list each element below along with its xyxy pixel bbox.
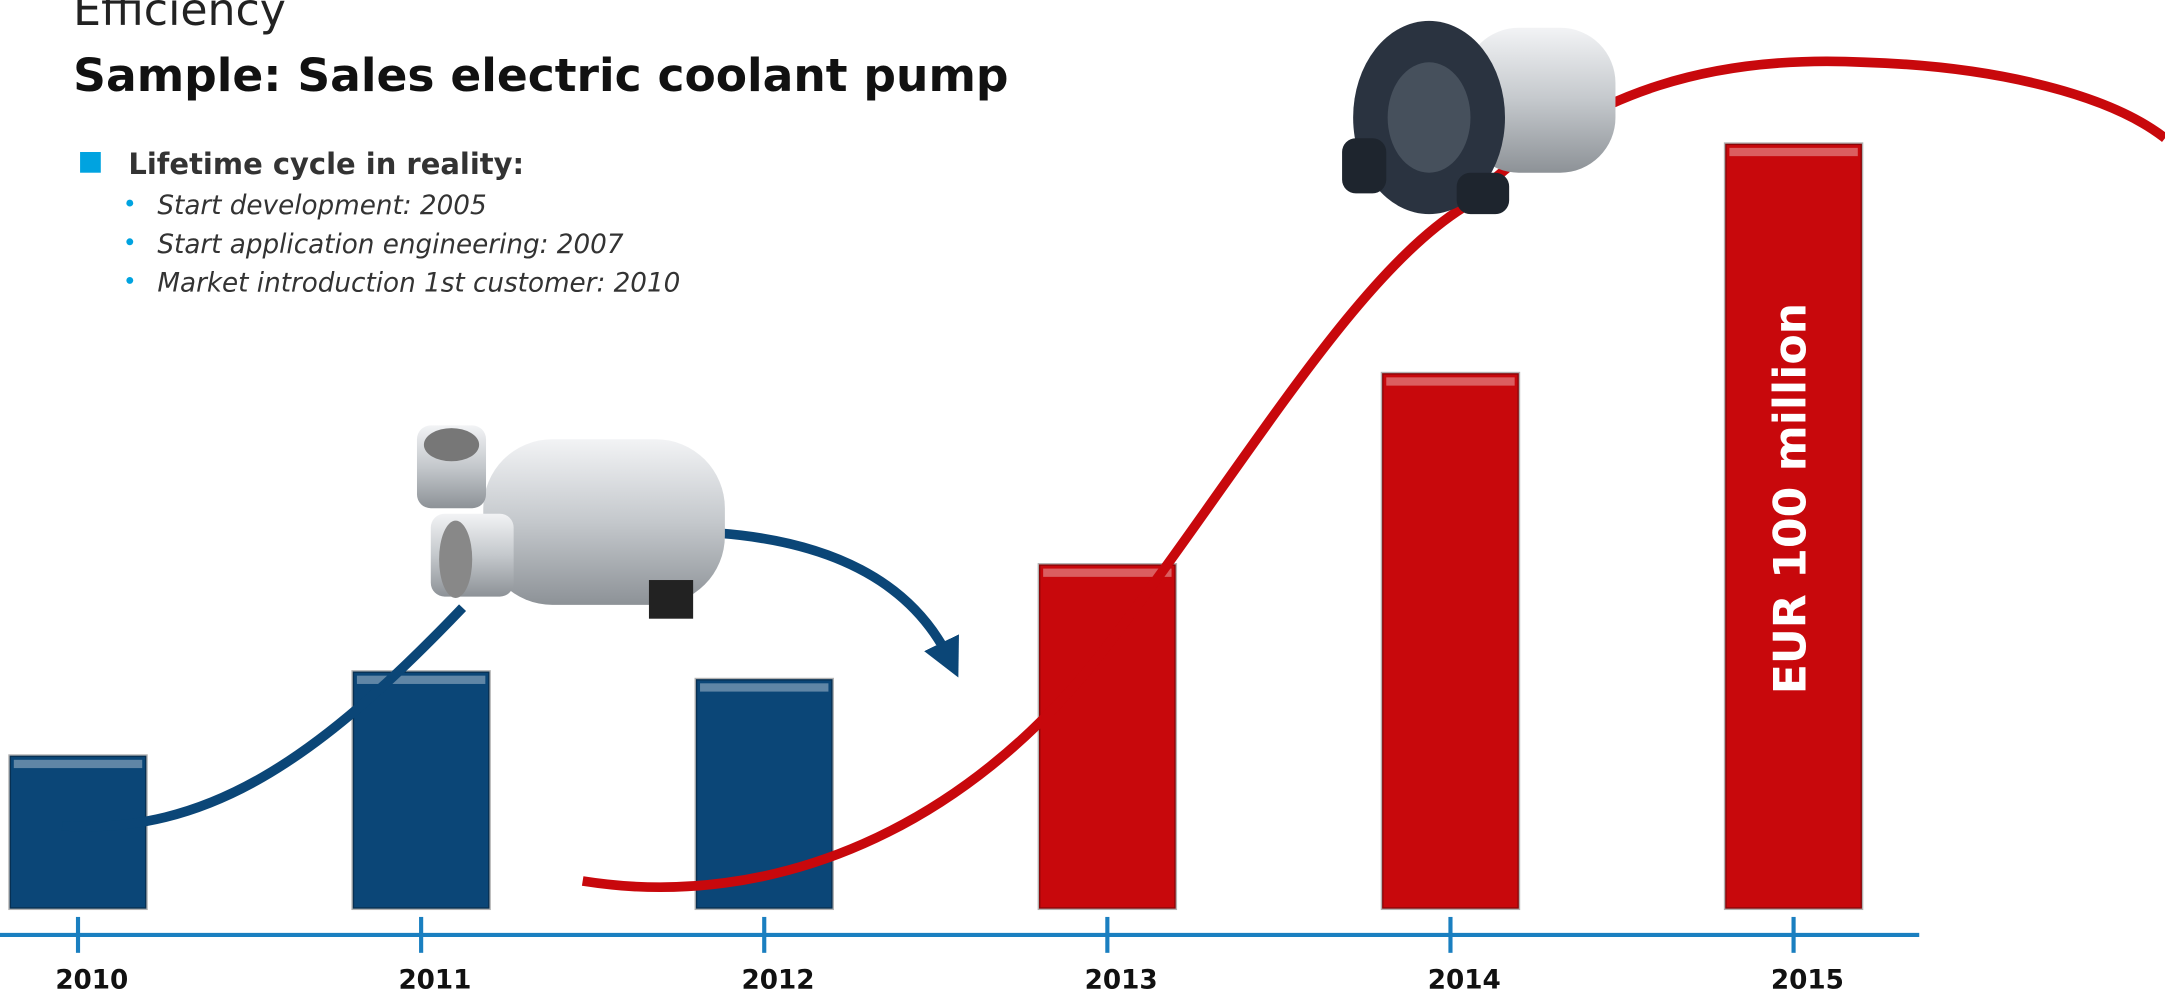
x-tick-label: 2014 xyxy=(1428,966,1501,993)
sub-bullet-dot xyxy=(126,199,134,207)
blue-arrow xyxy=(717,528,959,678)
x-tick-label: 2011 xyxy=(398,966,471,993)
bullet-text: Lifetime cycle in reality: xyxy=(128,147,524,181)
sub-bullets: Start development: 2005 Start application… xyxy=(126,191,680,298)
bar-highlight xyxy=(1043,568,1172,577)
bar-highlight xyxy=(700,683,829,692)
bar xyxy=(351,670,491,911)
bar xyxy=(8,754,148,911)
sub-bullet-text: Start application engineering: 2007 xyxy=(157,230,623,260)
bar-highlight xyxy=(356,675,486,684)
bullet-square xyxy=(80,152,101,173)
bar xyxy=(1037,563,1178,911)
bar xyxy=(1380,371,1521,911)
bars: EUR 100 million xyxy=(8,142,1864,911)
red-curve xyxy=(581,56,2165,892)
value-label: EUR 100 million xyxy=(1766,303,1817,694)
bar-highlight xyxy=(1729,147,1858,157)
bar-highlight xyxy=(1386,377,1515,386)
bar xyxy=(1723,142,1864,911)
x-tick-label: 2015 xyxy=(1771,966,1844,993)
x-tick-label: 2010 xyxy=(55,966,128,993)
bar xyxy=(694,677,834,911)
sub-bullet-dot xyxy=(126,276,134,284)
sub-bullet-text: Market introduction 1st customer: 2010 xyxy=(157,268,680,298)
x-tick-label: 2012 xyxy=(742,966,815,993)
sub-bullet-dot xyxy=(126,238,134,246)
x-tick-label: 2013 xyxy=(1085,966,1158,993)
heading: Efficiency xyxy=(73,0,286,36)
sub-bullet-text: Start development: 2005 xyxy=(157,191,486,221)
pump-old xyxy=(416,425,725,619)
x-axis: 2010 2011 2012 2013 2014 2015 xyxy=(55,916,1844,993)
bar-highlight xyxy=(13,759,143,769)
blue-curve xyxy=(61,604,467,832)
title: Sample: Sales electric coolant pump xyxy=(73,49,1008,102)
pump-new xyxy=(1342,20,1616,215)
